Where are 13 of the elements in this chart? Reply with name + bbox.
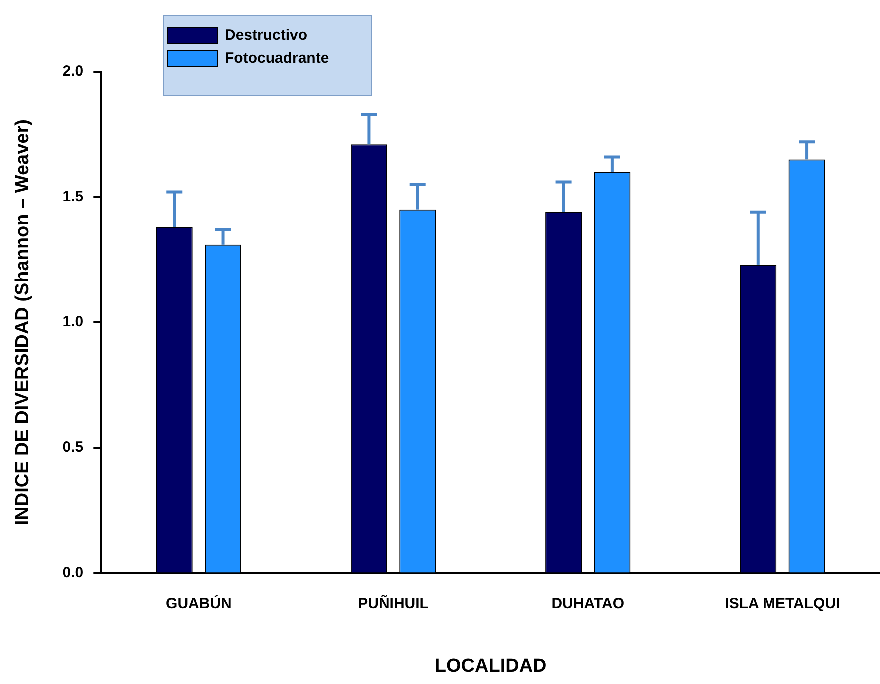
y-axis-title: INDICE DE DIVERSIDAD (Shannon – Weaver) bbox=[12, 120, 34, 526]
legend-label: Destructivo bbox=[225, 27, 308, 44]
y-tick-label: 0.5 bbox=[62, 439, 84, 456]
x-tick-label: GUABÚN bbox=[166, 594, 232, 612]
y-tick-label: 0.0 bbox=[62, 564, 84, 582]
y-tick-label: 2.0 bbox=[62, 63, 84, 80]
x-tick-label: PUÑIHUIL bbox=[358, 594, 429, 612]
y-tick-label: 1.0 bbox=[62, 314, 84, 331]
x-tick-label: DUHATAO bbox=[552, 595, 625, 612]
y-tick-label: 1.5 bbox=[62, 188, 84, 206]
x-axis-title: LOCALIDAD bbox=[434, 656, 547, 677]
legend-label: Fotocuadrante bbox=[225, 50, 330, 68]
x-tick-label: ISLA METALQUI bbox=[725, 595, 840, 612]
